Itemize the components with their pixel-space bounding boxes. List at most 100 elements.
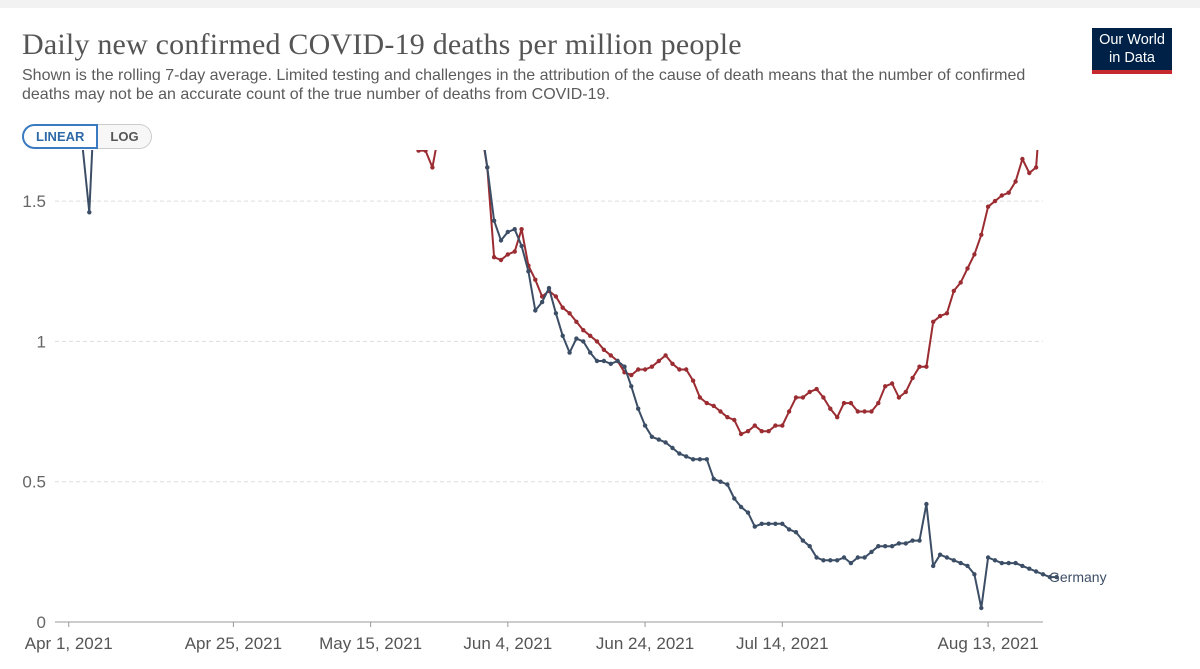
- data-point-united-states: [718, 409, 723, 414]
- data-point-united-states: [505, 252, 510, 257]
- data-point-united-states: [601, 347, 607, 352]
- data-point-germany: [848, 560, 854, 566]
- data-point-united-states: [917, 364, 922, 369]
- data-point-germany: [690, 457, 696, 462]
- data-point-united-states: [883, 384, 888, 389]
- data-point-germany: [560, 333, 565, 338]
- data-point-united-states: [423, 150, 428, 153]
- x-tick-label: May 15, 2021: [319, 634, 422, 653]
- data-point-germany: [883, 544, 888, 549]
- data-point-germany: [505, 229, 510, 235]
- data-point-united-states: [896, 395, 902, 400]
- data-point-united-states: [855, 409, 860, 414]
- data-point-germany: [793, 530, 799, 535]
- data-point-germany: [780, 521, 785, 526]
- data-point-germany: [786, 527, 792, 532]
- data-point-germany: [773, 521, 778, 526]
- data-point-germany: [766, 521, 771, 526]
- data-point-united-states: [588, 333, 593, 338]
- data-point-united-states: [581, 328, 586, 333]
- data-point-germany: [1054, 574, 1059, 580]
- data-point-united-states: [869, 409, 874, 414]
- data-point-germany: [841, 555, 847, 560]
- data-point-united-states: [704, 400, 709, 406]
- x-tick-label: Jun 4, 2021: [463, 634, 552, 653]
- data-point-germany: [752, 524, 757, 529]
- data-point-germany: [903, 541, 908, 546]
- linear-scale-button[interactable]: LINEAR: [22, 124, 99, 149]
- data-point-united-states: [642, 367, 648, 372]
- data-point-united-states: [800, 395, 806, 400]
- data-point-united-states: [539, 294, 545, 299]
- data-point-germany: [972, 572, 977, 577]
- data-point-germany: [1047, 574, 1053, 580]
- data-point-germany: [807, 544, 812, 549]
- data-point-germany: [718, 479, 723, 484]
- data-point-germany: [581, 339, 586, 344]
- data-point-united-states: [828, 406, 833, 411]
- data-point-united-states: [821, 395, 826, 400]
- data-point-germany: [855, 555, 860, 560]
- data-point-united-states: [999, 193, 1004, 198]
- x-tick-label: Aug 13, 2021: [938, 634, 1039, 653]
- data-point-germany: [526, 269, 531, 274]
- data-point-germany: [1006, 560, 1011, 566]
- data-point-germany: [745, 510, 751, 515]
- data-point-united-states: [841, 400, 847, 406]
- data-point-germany: [951, 558, 956, 563]
- data-point-united-states: [924, 364, 929, 369]
- scale-toggle: LINEAR LOG: [22, 124, 152, 149]
- owid-logo[interactable]: Our World in Data: [1092, 28, 1172, 74]
- data-point-germany: [931, 563, 936, 569]
- data-point-germany: [594, 358, 600, 364]
- data-point-united-states: [1013, 179, 1018, 184]
- data-point-united-states: [814, 386, 819, 392]
- data-point-germany: [992, 558, 998, 563]
- data-point-united-states: [732, 417, 737, 423]
- data-point-germany: [937, 552, 943, 557]
- data-point-germany: [684, 454, 689, 459]
- y-tick-label: 0.5: [22, 473, 46, 492]
- data-point-united-states: [931, 319, 936, 324]
- data-point-germany: [759, 521, 764, 526]
- data-point-germany: [958, 560, 963, 566]
- data-point-united-states: [1020, 156, 1025, 162]
- data-point-germany: [567, 350, 572, 355]
- logo-line-2: in Data: [1109, 50, 1155, 66]
- data-point-united-states: [903, 389, 908, 395]
- data-point-germany: [828, 558, 833, 563]
- data-point-germany: [999, 560, 1004, 566]
- data-point-germany: [539, 299, 545, 305]
- data-point-germany: [985, 555, 991, 560]
- data-point-germany: [738, 504, 744, 510]
- data-point-united-states: [690, 378, 696, 383]
- data-point-united-states: [560, 305, 565, 310]
- data-point-united-states: [848, 400, 854, 406]
- data-point-united-states: [773, 423, 778, 428]
- data-point-germany: [519, 243, 524, 249]
- data-point-germany: [1020, 563, 1025, 569]
- y-tick-label: 1.5: [22, 192, 46, 211]
- data-point-germany: [896, 541, 902, 546]
- data-point-united-states: [889, 381, 895, 386]
- data-point-united-states: [985, 204, 991, 209]
- data-point-germany: [642, 423, 648, 428]
- log-scale-button[interactable]: LOG: [98, 124, 152, 149]
- data-point-germany: [608, 361, 613, 366]
- data-point-united-states: [1006, 190, 1011, 195]
- data-point-united-states: [766, 429, 771, 434]
- data-point-united-states: [519, 227, 524, 232]
- data-point-united-states: [670, 361, 675, 366]
- data-point-germany: [711, 476, 716, 482]
- data-point-germany: [512, 227, 517, 232]
- data-point-united-states: [725, 415, 730, 420]
- data-point-germany: [704, 457, 709, 462]
- data-point-germany: [656, 437, 661, 442]
- data-point-united-states: [553, 294, 559, 299]
- data-point-united-states: [965, 266, 970, 271]
- data-point-germany: [814, 555, 819, 560]
- data-point-germany: [697, 457, 703, 462]
- data-point-germany: [670, 445, 675, 451]
- data-point-united-states: [972, 252, 977, 257]
